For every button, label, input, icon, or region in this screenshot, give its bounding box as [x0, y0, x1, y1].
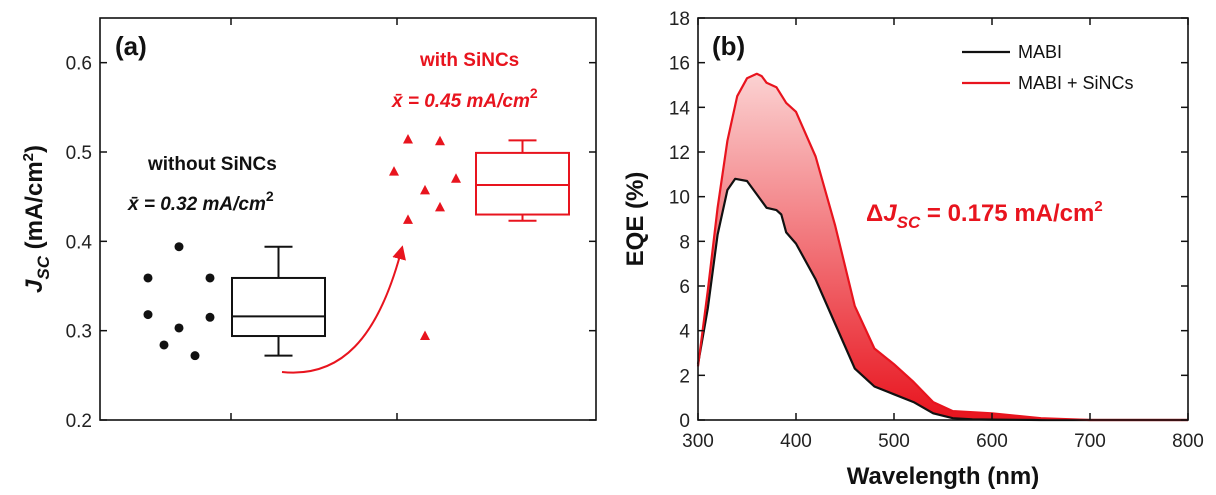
delta-sup: 2	[1094, 198, 1102, 215]
panel-a-label: (a)	[115, 31, 147, 61]
legend-label-mabi: MABI	[1018, 42, 1062, 62]
data-point	[435, 201, 445, 212]
data-point	[143, 273, 153, 283]
y-axis-title-sup: 2	[20, 153, 37, 161]
difference-area	[698, 73, 1188, 421]
y-tick-label: 0.5	[66, 143, 92, 164]
y-tick-label: 0.4	[66, 232, 93, 253]
group-1-mean-text: x̄ = 0.32 mA/cm	[127, 194, 266, 215]
data-point	[174, 323, 184, 333]
x-tick-label: 800	[1172, 431, 1204, 452]
group-2-mean-sup: 2	[530, 85, 538, 101]
data-point	[435, 135, 445, 146]
data-point	[403, 214, 413, 224]
panel-b-difference-fill	[698, 73, 1188, 421]
data-point	[143, 310, 153, 320]
y-tick-label: 0	[679, 411, 690, 432]
panel-b-frame	[697, 17, 1189, 421]
y-tick-label: 2	[679, 366, 690, 387]
x-tick-label: 300	[682, 431, 714, 452]
y-tick-label: 16	[669, 54, 690, 75]
delta-value: = 0.175 mA/cm	[920, 200, 1094, 227]
y-axis-title-sub: SC	[34, 255, 53, 279]
panel-a-y-axis-title: JSC (mA/cm2)	[20, 145, 53, 293]
box-iqr	[475, 151, 570, 216]
y-axis-title-main: J	[21, 279, 48, 293]
y-tick-label: 8	[679, 232, 690, 253]
y-tick-label: 0.2	[66, 411, 92, 432]
panel-a-frame	[99, 17, 597, 421]
trend-arrow	[281, 245, 406, 374]
data-point	[174, 242, 184, 252]
y-tick-label: 10	[669, 188, 690, 209]
y-tick-label: 14	[669, 98, 691, 119]
series-line-mabi-sincs	[696, 72, 1188, 422]
y-tick-label: 0.6	[66, 54, 92, 75]
data-point	[451, 173, 461, 183]
group-1-mean: x̄ = 0.32 mA/cm2	[127, 188, 274, 215]
x-tick-label: 700	[1074, 431, 1106, 452]
group-1-mean-sup: 2	[266, 188, 274, 204]
legend: MABI MABI + SiNCs	[962, 42, 1134, 93]
x-tick-label: 600	[976, 431, 1008, 452]
y-tick-label: 6	[679, 277, 690, 298]
y-axis-title-close: )	[21, 145, 48, 153]
data-point	[403, 133, 413, 144]
panel-b-ticks: 0 2 4 6 8 10 12 14 16 18 300 400 500 600 700 800	[669, 9, 1204, 452]
data-point	[205, 312, 215, 322]
data-point	[190, 351, 200, 361]
y-tick-label: 0.3	[66, 322, 92, 343]
box-iqr	[231, 276, 326, 338]
group-2-name: with SiNCs	[419, 50, 519, 71]
panel-a-marks	[143, 133, 570, 361]
x-tick-label: 400	[780, 431, 812, 452]
data-point	[205, 273, 215, 283]
delta-sub: SC	[897, 213, 921, 232]
x-tick-label: 500	[878, 431, 910, 452]
delta-jsc-annotation: ΔJSC = 0.175 mA/cm2	[866, 198, 1103, 232]
data-point	[420, 330, 430, 341]
y-tick-label: 12	[669, 143, 690, 164]
delta-symbol: Δ	[866, 200, 883, 227]
panel-a-ticks: 0.2 0.3 0.4 0.5 0.6	[66, 18, 596, 432]
y-tick-label: 4	[679, 322, 690, 343]
panel-a: (a) JSC (mA/cm2) 0.20.30.40.50.6 without…	[20, 17, 597, 432]
panel-b-y-axis-title: EQE (%)	[622, 172, 649, 267]
panel-b-x-axis-title: Wavelength (nm)	[847, 463, 1039, 490]
panel-b: 0 2 4 6 8 10 12 14 16 18 300 400 500 600 700 800 (b) EQ…	[622, 9, 1204, 490]
panel-b-label: (b)	[712, 31, 745, 61]
delta-j: J	[883, 200, 897, 227]
group-2-mean: x̄ = 0.45 mA/cm2	[391, 85, 538, 112]
group-1-name: without SiNCs	[147, 154, 277, 175]
group-2-mean-text: x̄ = 0.45 mA/cm	[391, 91, 530, 112]
y-tick-label: 18	[669, 9, 690, 30]
legend-label-mabi-sincs: MABI + SiNCs	[1018, 73, 1134, 93]
y-axis-title-unit: (mA/cm	[21, 161, 48, 256]
data-point	[389, 166, 399, 176]
data-point	[420, 184, 430, 195]
data-point	[159, 340, 169, 350]
